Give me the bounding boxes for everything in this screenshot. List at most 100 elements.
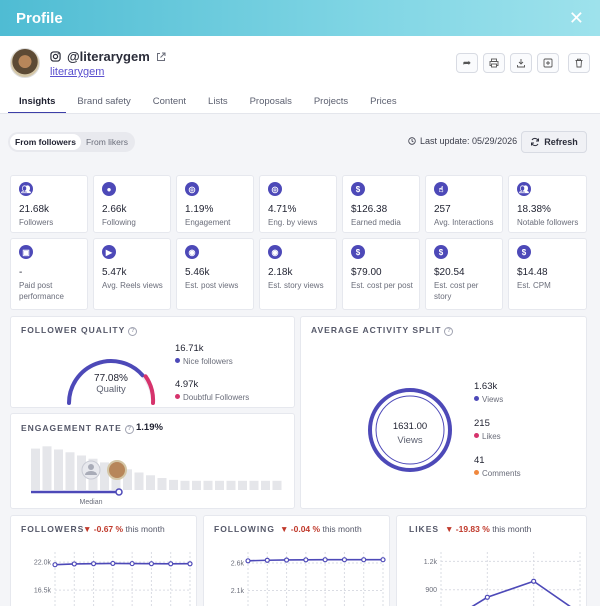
stat-card-following: ● 2.66k Following	[93, 175, 171, 233]
target-icon: ◎	[185, 182, 199, 196]
gauge-doubtful-arc	[143, 374, 156, 405]
stat-card-notable-followers: 👥︎ 18.38% Notable followers	[508, 175, 587, 233]
stat-card-avg-reels-views: ▶ 5.47k Avg. Reels views	[93, 238, 171, 310]
tab-proposals[interactable]: Proposals	[249, 96, 292, 107]
engagement-histogram: Median	[31, 446, 282, 506]
data-point	[361, 557, 367, 563]
stat-card-est-cpm: $ $14.48 Est. CPM	[508, 238, 587, 310]
print-icon	[489, 58, 499, 68]
last-update-text: Last update: 05/29/2026	[420, 136, 518, 146]
add-to-list-button[interactable]	[537, 53, 559, 73]
following-trend-title: FOLLOWING	[214, 524, 275, 534]
close-icon[interactable]: ✕	[568, 7, 584, 28]
tab-insights[interactable]: Insights	[8, 96, 67, 114]
target-icon: ◎	[268, 182, 282, 196]
refresh-icon	[531, 137, 540, 147]
plus-square-icon	[543, 58, 553, 68]
data-point	[245, 558, 251, 564]
stat-card-followers: 👥︎ 21.68k Followers	[10, 175, 88, 233]
stat-card-eng-by-views: ◎ 4.71% Eng. by views	[259, 175, 337, 233]
following-trend-card: FOLLOWING ▼ -0.04 % this month 2.6k 2.1k	[203, 515, 390, 606]
paid-post-icon: ▣	[19, 245, 33, 259]
tab-content[interactable]: Content	[152, 96, 187, 107]
histogram-bar	[215, 480, 224, 490]
stat-value: 4.71%	[268, 204, 297, 215]
stat-label: Engagement	[185, 218, 231, 227]
stat-label: Following	[102, 218, 136, 227]
filter-from-likers[interactable]: From likers	[85, 137, 128, 147]
engagement-rate-card: ENGAGEMENT RATE? 1.19% Median	[10, 413, 295, 509]
refresh-button[interactable]: Refresh	[521, 131, 587, 153]
profile-username-link[interactable]: literarygem	[50, 66, 105, 78]
histogram-bar	[54, 449, 63, 490]
avatar	[10, 48, 40, 78]
data-point	[90, 561, 97, 567]
help-icon[interactable]: ?	[444, 327, 454, 336]
share-button[interactable]: ➦	[456, 53, 478, 73]
stat-value: -	[19, 267, 23, 278]
filter-from-followers[interactable]: From followers	[10, 134, 81, 150]
delete-button[interactable]	[568, 53, 590, 73]
stat-card-est-cost-story: $ $20.54 Est. cost per story	[425, 238, 503, 310]
series-line	[54, 562, 191, 566]
data-point	[187, 561, 193, 567]
last-update: Last update: 05/29/2026	[408, 136, 517, 146]
stat-label: Est. cost per story	[434, 281, 479, 301]
trash-icon	[575, 58, 583, 68]
print-button[interactable]	[483, 53, 505, 73]
external-link-icon[interactable]	[156, 52, 166, 62]
doubtful-followers-label: Doubtful Followers	[175, 393, 249, 402]
help-icon[interactable]: ?	[124, 425, 134, 434]
data-point	[129, 560, 135, 567]
likes-trend-chart: 1.2k 900	[424, 552, 581, 606]
tab-lists[interactable]: Lists	[208, 96, 228, 107]
stat-label: Paid post performance	[19, 281, 64, 301]
tab-brand-safety[interactable]: Brand safety	[77, 96, 131, 107]
tab-projects[interactable]: Projects	[313, 96, 349, 107]
y-tick-label: 22.0k	[34, 560, 52, 567]
stat-label: Avg. Reels views	[102, 281, 163, 290]
stat-card-est-post-views: ◉ 5.46k Est. post views	[176, 238, 254, 310]
dollar-icon: $	[351, 182, 365, 196]
share-icon: ➦	[462, 57, 472, 69]
activity-donut: 1631.00 Views	[368, 388, 452, 472]
y-tick-label: 2.1k	[231, 588, 245, 595]
data-point	[341, 557, 348, 563]
stat-label: Eng. by views	[268, 218, 318, 227]
eye-icon: ◉	[185, 245, 199, 259]
data-point	[264, 557, 270, 563]
stat-value: 5.47k	[102, 267, 127, 278]
dollar-icon: $	[351, 245, 365, 259]
tabs: Insights Brand safety Content Lists Prop…	[8, 96, 408, 114]
histogram-bar	[157, 478, 167, 490]
stat-label: Est. cost per post	[351, 281, 413, 290]
stat-value: 21.68k	[19, 204, 50, 215]
comments-label: Comments	[474, 469, 521, 478]
help-icon[interactable]: ?	[128, 327, 138, 336]
y-tick-label: 16.5k	[34, 588, 52, 595]
stat-value: 257	[434, 204, 451, 215]
y-tick-label: 1.2k	[424, 559, 438, 566]
histogram-bar	[77, 455, 86, 490]
audience-filter: From followers From likers	[8, 132, 135, 152]
views-label: Views	[474, 395, 503, 404]
histogram-bar	[42, 446, 52, 490]
download-button[interactable]	[510, 53, 532, 73]
data-point	[168, 561, 174, 567]
tab-prices[interactable]: Prices	[370, 96, 397, 107]
modal-title: Profile	[16, 9, 63, 27]
stat-label: Est. story views	[268, 281, 324, 290]
toolbar: ➦	[456, 53, 590, 73]
stat-label: Est. post views	[185, 281, 239, 290]
follower-quality-gauge: 77.08% Quality	[67, 359, 156, 405]
followers-trend-change: ▼ -0.67 % this month	[83, 524, 165, 534]
following-trend-change: ▼ -0.04 % this month	[280, 524, 362, 534]
histogram-bar	[134, 472, 144, 490]
quality-label: Quality	[96, 384, 126, 395]
views-value: 1.63k	[474, 381, 498, 392]
stat-value: $14.48	[517, 267, 548, 278]
stat-card-earned-media: $ $126.38 Earned media	[342, 175, 420, 233]
likes-trend-title: LIKES	[409, 524, 440, 534]
following-trend-chart: 2.6k 2.1k	[231, 552, 386, 606]
histogram-bar	[31, 448, 40, 490]
